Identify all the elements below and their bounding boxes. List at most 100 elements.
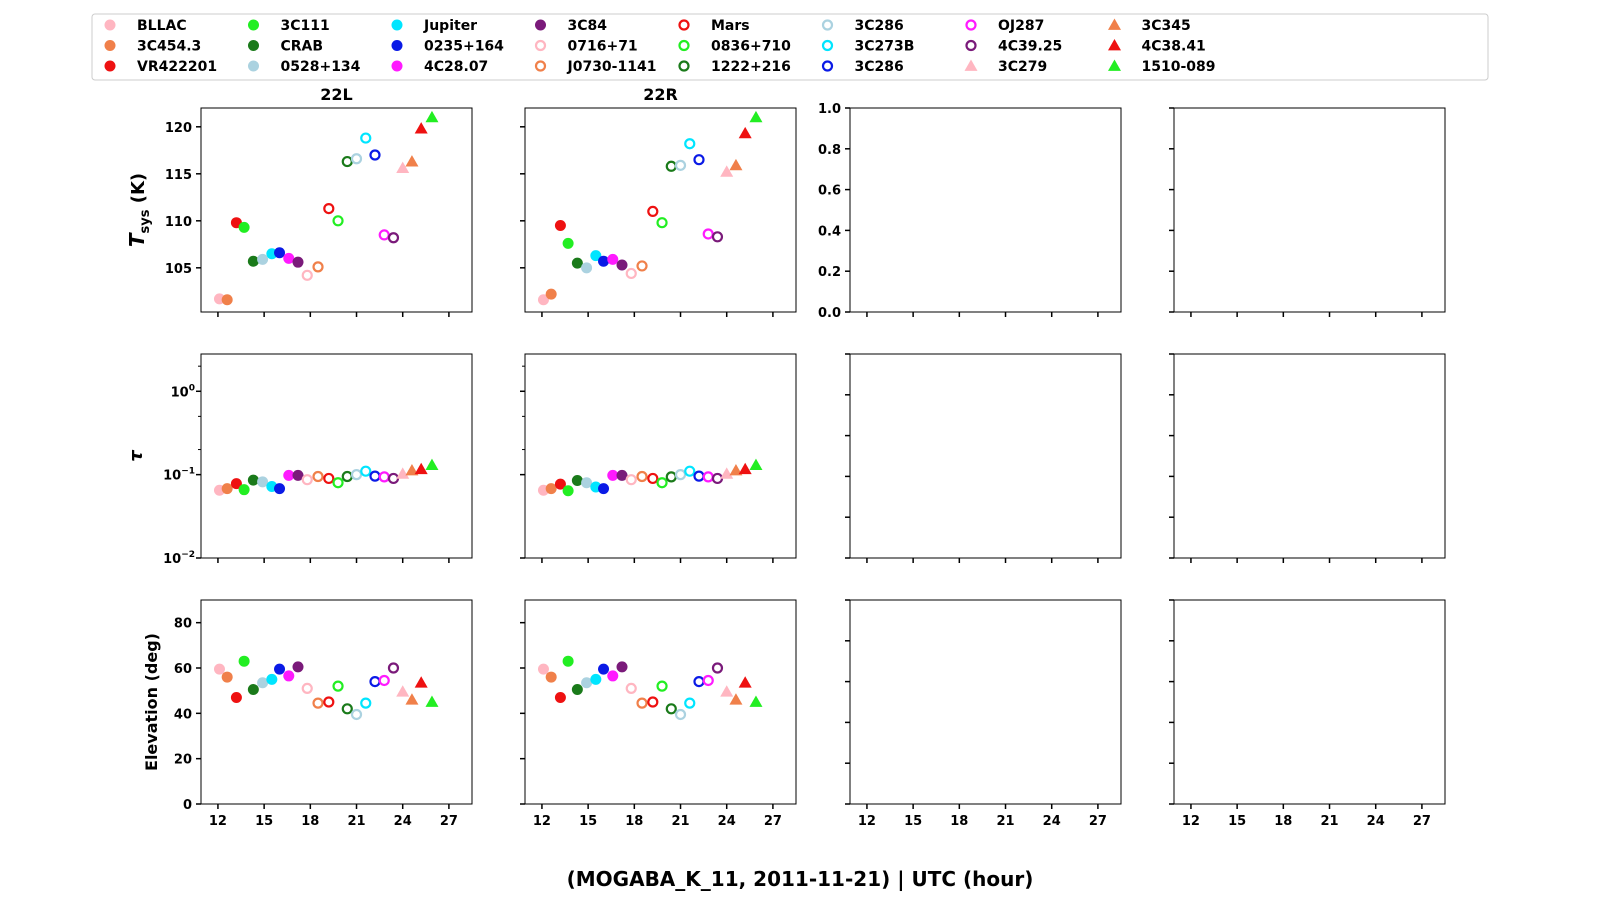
- y-axis-label-elevation: Elevation (deg): [142, 633, 161, 771]
- legend-label: J0730-1141: [567, 59, 657, 75]
- legend-label: 3C286: [855, 18, 904, 34]
- point-crab: [571, 684, 583, 696]
- point-4c28-07: [283, 469, 295, 481]
- point-3c111: [562, 655, 574, 667]
- point-oj287: [378, 674, 390, 687]
- x-tick-label: 27: [764, 814, 782, 829]
- legend-item-3c286: 3C286: [821, 18, 904, 34]
- legend-marker-jupiter: [391, 19, 403, 31]
- legend-marker-3c454-3: [104, 40, 116, 51]
- y-tick-base: 120: [165, 121, 192, 136]
- point-4c38-41: [738, 676, 752, 688]
- point-1222-216: [665, 703, 677, 715]
- column-title: 22R: [643, 85, 678, 104]
- point-3c345: [729, 693, 743, 705]
- legend-label: Mars: [711, 18, 750, 34]
- legend-label: 1510-089: [1142, 59, 1216, 75]
- legend-label: Jupiter: [423, 18, 477, 34]
- panel-frame: [200, 353, 473, 559]
- markers-tsys: [213, 110, 439, 306]
- markers-tau: [537, 458, 763, 497]
- point-3c286: [350, 469, 363, 481]
- legend-item-mars: Mars: [678, 18, 750, 34]
- y-tick-label: 1.0: [818, 102, 841, 117]
- point-3c84: [292, 661, 304, 673]
- legend-marker-0836-710: [678, 39, 690, 52]
- panel-frame: [1173, 599, 1446, 805]
- point-mars: [647, 696, 659, 708]
- point-0836-710: [656, 217, 668, 229]
- point-3c286: [674, 708, 687, 721]
- y-tick-base: 40: [174, 707, 192, 722]
- point-4c38-41: [414, 122, 428, 134]
- y-tick-exponent: −2: [181, 550, 195, 560]
- panel-elevation-1: 12 15 18 21 24 27 0 20 40 60 80: [174, 599, 473, 829]
- legend-marker-3c84: [535, 19, 546, 31]
- point-3c84: [292, 256, 304, 268]
- point-3c84: [292, 469, 304, 481]
- legend-marker-vr422201: [104, 60, 116, 72]
- x-tick-label: 24: [394, 814, 412, 829]
- legend-marker-oj287: [965, 19, 977, 31]
- panel-tsys-3: 0.0 0.2 0.4 0.6 0.8 1.0: [818, 102, 1122, 321]
- legend-item-0528-134: 0528+134: [248, 59, 361, 75]
- point-3c454-3: [545, 288, 557, 300]
- y-tick-label: 80: [174, 617, 192, 632]
- point-3c345: [729, 158, 743, 171]
- legend-item-crab: CRAB: [248, 39, 323, 55]
- point-4c28-07: [283, 252, 295, 264]
- y-tick-base: 10: [171, 385, 189, 400]
- point-3c286: [350, 708, 363, 721]
- point-3c454-3: [545, 671, 557, 683]
- legend-item-3c286: 3C286: [821, 59, 904, 75]
- panel-frame: [200, 107, 473, 313]
- point-1510-089: [425, 695, 439, 707]
- point-0528-134: [257, 253, 269, 265]
- point-jupiter: [590, 673, 602, 685]
- point-3c273b: [360, 697, 372, 709]
- point-vr422201: [230, 478, 242, 490]
- point-4c28-07: [607, 253, 619, 265]
- panel-tau-2: [520, 353, 797, 563]
- point-3c345: [405, 693, 419, 705]
- point-3c286: [693, 154, 705, 166]
- point-3c273b: [684, 697, 696, 709]
- x-tick-label: 24: [1367, 814, 1385, 829]
- y-tick-base: 110: [165, 215, 192, 230]
- point-4c39-25: [711, 662, 724, 674]
- legend-item-vr422201: VR422201: [104, 59, 217, 75]
- point-bllac: [213, 663, 225, 675]
- legend-label: 3C279: [998, 59, 1047, 75]
- legend-item-3c111: 3C111: [248, 18, 330, 34]
- legend-label: VR422201: [137, 59, 217, 75]
- legend-marker-bllac: [104, 19, 116, 31]
- x-tick-label: 12: [209, 814, 227, 829]
- legend-item-4c38-41: 4C38.41: [1108, 39, 1206, 55]
- point-j0730-1141: [636, 470, 648, 483]
- point-3c345: [405, 464, 419, 476]
- y-tick-base: 10: [163, 469, 181, 484]
- x-tick-label: 24: [718, 814, 736, 829]
- legend-item-1510-089: 1510-089: [1108, 59, 1216, 75]
- point-4c38-41: [738, 126, 752, 139]
- point-j0730-1141: [636, 697, 648, 709]
- y-tick-base: 105: [165, 262, 192, 277]
- point-4c28-07: [607, 469, 619, 481]
- point-3c279: [720, 685, 734, 697]
- point-0235-164: [598, 663, 610, 675]
- legend-marker-4c38-41: [1108, 39, 1121, 51]
- legend-label: 1222+216: [711, 59, 791, 75]
- y-tick-base: 10: [163, 552, 181, 567]
- y-tick-label: 105: [165, 262, 192, 277]
- x-tick-label: 12: [858, 814, 876, 829]
- x-tick-label: 15: [255, 814, 273, 829]
- x-tick-label: 15: [579, 814, 597, 829]
- panel-frame: [524, 599, 797, 805]
- x-tick-label: 15: [1228, 814, 1246, 829]
- point-vr422201: [554, 691, 566, 703]
- legend-label: 3C286: [855, 59, 904, 75]
- point-mars: [323, 472, 335, 485]
- y-tick-label: 100: [171, 383, 195, 400]
- legend-item-1222-216: 1222+216: [678, 59, 791, 75]
- point-crab: [247, 684, 259, 696]
